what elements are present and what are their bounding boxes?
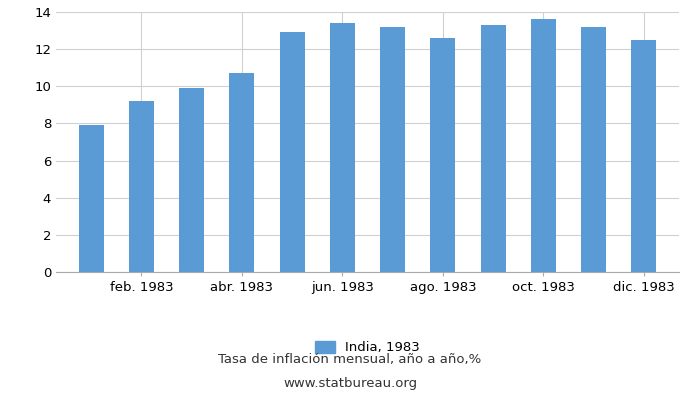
Bar bbox=[480, 25, 505, 272]
Bar bbox=[330, 23, 355, 272]
Text: Tasa de inflación mensual, año a año,%: Tasa de inflación mensual, año a año,% bbox=[218, 354, 482, 366]
Bar bbox=[179, 88, 204, 272]
Bar bbox=[129, 101, 154, 272]
Bar bbox=[279, 32, 304, 272]
Bar bbox=[581, 27, 606, 272]
Bar bbox=[380, 27, 405, 272]
Text: www.statbureau.org: www.statbureau.org bbox=[283, 378, 417, 390]
Bar bbox=[430, 38, 456, 272]
Bar bbox=[230, 73, 255, 272]
Bar bbox=[78, 125, 104, 272]
Bar bbox=[631, 40, 657, 272]
Bar bbox=[531, 20, 556, 272]
Legend: India, 1983: India, 1983 bbox=[309, 336, 426, 360]
